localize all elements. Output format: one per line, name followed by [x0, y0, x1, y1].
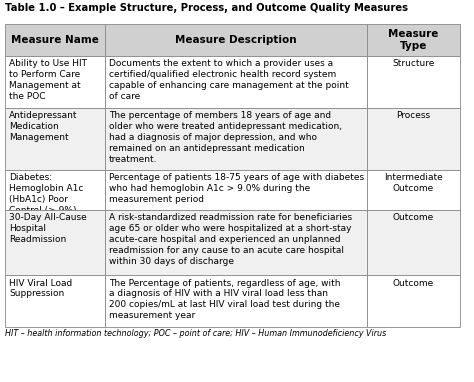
Bar: [5, 24, 105, 56]
Text: Measure
Type: Measure Type: [388, 29, 438, 51]
Text: Documents the extent to which a provider uses a
certified/qualified electronic h: Documents the extent to which a provider…: [109, 60, 348, 101]
Text: The Percentage of patients, regardless of age, with
a diagnosis of HIV with a HI: The Percentage of patients, regardless o…: [109, 278, 340, 320]
Bar: [5, 56, 105, 108]
Bar: [367, 24, 460, 56]
Text: A risk-standardized readmission rate for beneficiaries
age 65 or older who were : A risk-standardized readmission rate for…: [109, 214, 352, 265]
Bar: [105, 170, 367, 210]
Bar: [5, 275, 105, 327]
Bar: [367, 210, 460, 275]
Bar: [105, 56, 367, 108]
Bar: [105, 24, 367, 56]
Text: Outcome: Outcome: [392, 278, 434, 288]
Bar: [367, 170, 460, 210]
Text: 30-Day All-Cause
Hospital
Readmission: 30-Day All-Cause Hospital Readmission: [9, 214, 87, 244]
Bar: [5, 170, 105, 210]
Text: Antidepressant
Medication
Management: Antidepressant Medication Management: [9, 112, 78, 142]
Text: Outcome: Outcome: [392, 214, 434, 222]
Bar: [105, 210, 367, 275]
Bar: [367, 275, 460, 327]
Bar: [5, 108, 105, 170]
Text: Measure Name: Measure Name: [11, 35, 99, 45]
Text: Process: Process: [396, 112, 430, 120]
Text: Diabetes:
Hemoglobin A1c
(HbA1c) Poor
Control (> 9%): Diabetes: Hemoglobin A1c (HbA1c) Poor Co…: [9, 173, 83, 215]
Text: Percentage of patients 18-75 years of age with diabetes
who had hemoglobin A1c >: Percentage of patients 18-75 years of ag…: [109, 173, 364, 204]
Text: Measure Description: Measure Description: [175, 35, 297, 45]
Text: Intermediate
Outcome: Intermediate Outcome: [384, 173, 443, 193]
Text: HIT – health information technology; POC – point of care; HIV – Human Immunodefi: HIT – health information technology; POC…: [5, 329, 386, 338]
Text: The percentage of members 18 years of age and
older who were treated antidepress: The percentage of members 18 years of ag…: [109, 112, 342, 163]
Text: Structure: Structure: [392, 60, 435, 68]
Bar: [5, 210, 105, 275]
Bar: [105, 108, 367, 170]
Bar: [367, 56, 460, 108]
Text: Ability to Use HIT
to Perform Care
Management at
the POC: Ability to Use HIT to Perform Care Manag…: [9, 60, 87, 101]
Text: Table 1.0 – Example Structure, Process, and Outcome Quality Measures: Table 1.0 – Example Structure, Process, …: [5, 3, 408, 13]
Text: HIV Viral Load
Suppression: HIV Viral Load Suppression: [9, 278, 72, 298]
Bar: [105, 275, 367, 327]
Bar: [367, 108, 460, 170]
